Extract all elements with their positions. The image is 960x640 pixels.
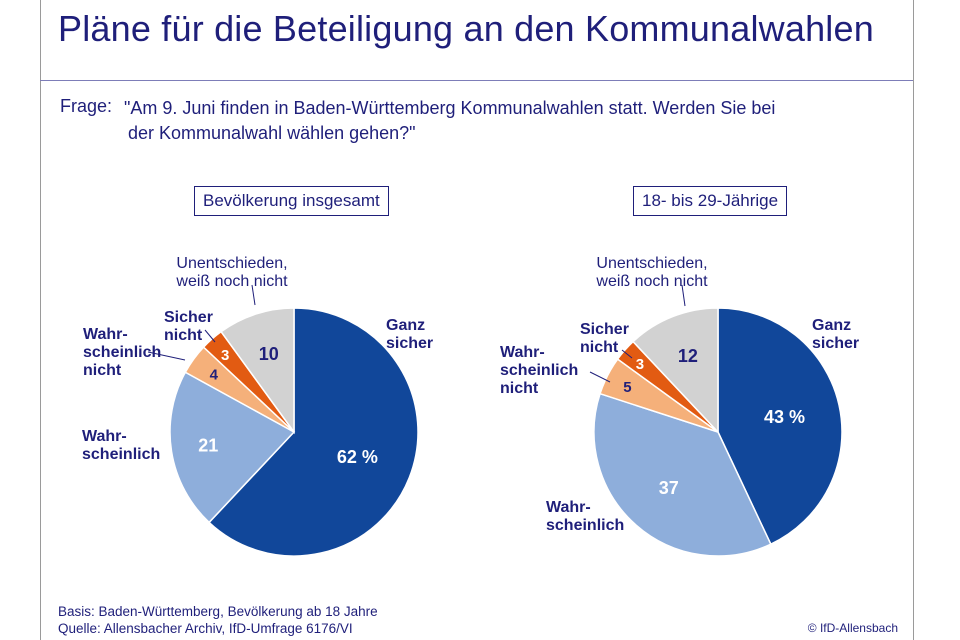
leader-line-sicher-nicht <box>621 349 633 359</box>
chart-frame <box>40 0 914 640</box>
footer-basis: Basis: Baden-Württemberg, Bevölkerung ab… <box>58 604 378 619</box>
pie-label-sicher-nicht: Sicher nicht <box>580 321 629 356</box>
leader-line-unentschieden <box>681 284 686 307</box>
leader-line-wahrscheinlich-nicht <box>147 351 186 361</box>
footer-quelle: Quelle: Allensbacher Archiv, IfD-Umfrage… <box>58 621 353 636</box>
pie-label-wahrscheinlich: Wahr-scheinlich <box>82 428 160 463</box>
chart-2-title: 18- bis 29-Jährige <box>633 186 788 216</box>
pie-label-ganz-sicher: Ganz sicher <box>386 317 433 352</box>
pie-slice-unentschieden <box>220 307 295 435</box>
footer-notes: Basis: Baden-Württemberg, Bevölkerung ab… <box>58 603 378 637</box>
pie-slice-ganz-sicher <box>208 307 419 557</box>
question-line-1: "Am 9. Juni finden in Baden-Württemberg … <box>124 98 776 118</box>
pie-label-unentschieden: Unentschieden, weiß noch nicht <box>175 255 288 290</box>
pie-value-ganz-sicher: 62 % <box>337 447 378 467</box>
question-line-2: der Kommunalwahl wählen gehen?" <box>128 123 416 143</box>
pie-value-unentschieden: 10 <box>259 344 279 364</box>
pie-slice-wahrscheinlich <box>593 392 772 557</box>
pie-value-ganz-sicher: 43 % <box>764 407 805 427</box>
pie-slice-ganz-sicher <box>717 307 843 546</box>
title-divider <box>40 80 913 81</box>
pie-value-wahrscheinlich-nicht: 5 <box>623 379 631 396</box>
pie-label-sicher-nicht: Sicher nicht <box>164 309 213 344</box>
question-text: "Am 9. Juni finden in Baden-Württemberg … <box>124 96 864 146</box>
chart-1-title: Bevölkerung insgesamt <box>194 186 389 216</box>
pie-value-sicher-nicht: 3 <box>636 356 644 373</box>
pie-value-wahrscheinlich: 21 <box>198 436 218 456</box>
pie-value-unentschieden: 12 <box>678 346 698 366</box>
pie-label-unentschieden: Unentschieden, weiß noch nicht <box>595 255 708 290</box>
pie-value-wahrscheinlich: 37 <box>659 478 679 498</box>
leader-line-unentschieden <box>251 284 256 306</box>
pie-chart-2: 43 % Ganz sicher 37 Wahr-scheinlich 5 Wahr-sch… <box>500 255 859 557</box>
pie-value-sicher-nicht: 3 <box>221 347 229 364</box>
pie-label-ganz-sicher: Ganz sicher <box>812 317 859 352</box>
pie-chart-1: 62 % Ganz sicher 21 Wahr-scheinlich 4 Wahr-sch… <box>82 255 433 557</box>
pie-label-wahrscheinlich: Wahr-scheinlich <box>546 499 624 534</box>
leader-line-sicher-nicht <box>204 329 216 343</box>
copyright-text: © IfD-Allensbach <box>807 621 898 635</box>
pie-value-wahrscheinlich-nicht: 4 <box>210 367 219 384</box>
pie-slice-unentschieden <box>632 307 719 434</box>
leader-line-wahrscheinlich-nicht <box>589 371 611 383</box>
pie-label-wahrscheinlich-nicht: Wahr-scheinlich nicht <box>500 344 578 397</box>
pie-label-wahrscheinlich-nicht: Wahr-scheinlich nicht <box>83 326 161 379</box>
page-title: Pläne für die Beteiligung an den Kommuna… <box>58 8 874 49</box>
pie-slice-wahrscheinlich <box>169 371 296 524</box>
question-label: Frage: <box>60 96 113 116</box>
